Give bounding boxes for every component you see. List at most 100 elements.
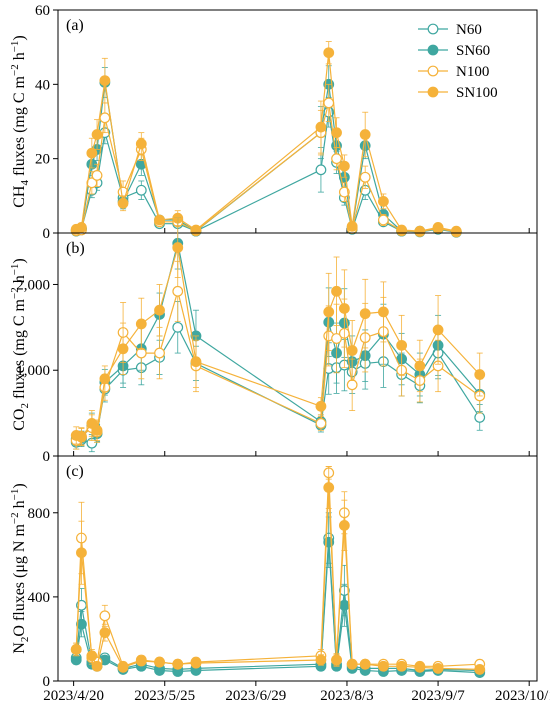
data-point-N60 xyxy=(474,412,486,423)
y-axis-label: N2O fluxes (μg N m−2 h−1) xyxy=(9,483,31,653)
data-point-SN100 xyxy=(432,222,444,233)
data-point-N100 xyxy=(359,171,371,183)
x-tick-label: 2023/10/12 xyxy=(495,688,550,704)
data-point-SN100 xyxy=(99,373,111,385)
data-point-SN100 xyxy=(359,658,371,670)
y-tick-label: 40 xyxy=(35,77,50,93)
data-point-SN100 xyxy=(315,654,327,666)
data-point-N60 xyxy=(135,184,147,196)
x-tick-label: 2023/4/20 xyxy=(43,688,104,704)
data-point-SN100 xyxy=(359,308,371,320)
legend-label: N60 xyxy=(456,22,482,38)
legend-label: SN100 xyxy=(456,85,498,101)
data-point-SN100 xyxy=(190,356,202,368)
data-point-SN100 xyxy=(323,47,335,59)
legend-label: N100 xyxy=(456,64,489,80)
data-point-SN100 xyxy=(346,220,358,232)
panel-label: (c) xyxy=(66,463,84,480)
data-point-SN100 xyxy=(190,224,202,236)
legend-marker xyxy=(427,86,439,98)
data-point-SN100 xyxy=(474,664,486,675)
data-point-N100 xyxy=(154,347,165,359)
data-point-SN100 xyxy=(359,129,371,140)
y-tick-label: 0 xyxy=(43,674,51,690)
data-point-SN60 xyxy=(70,654,82,666)
data-point-SN100 xyxy=(474,369,486,380)
series-N100 xyxy=(70,466,486,672)
data-point-SN100 xyxy=(432,324,444,336)
data-point-SN100 xyxy=(135,138,147,150)
data-point-SN100 xyxy=(117,197,129,209)
series-N100 xyxy=(70,83,462,238)
y-tick-label: 800 xyxy=(28,506,51,522)
y-tick-label: 60 xyxy=(35,3,50,19)
data-point-SN100 xyxy=(331,654,342,666)
x-tick-label: 2023/6/29 xyxy=(225,688,286,704)
x-tick-label: 2023/9/7 xyxy=(411,688,465,704)
data-point-SN100 xyxy=(91,129,103,140)
data-point-SN100 xyxy=(91,424,103,436)
series-line-SN100 xyxy=(75,52,457,232)
data-point-N100 xyxy=(338,186,350,198)
data-point-SN100 xyxy=(450,225,462,237)
data-point-N100 xyxy=(91,169,103,181)
data-point-SN100 xyxy=(414,360,426,372)
series-N60 xyxy=(70,96,462,238)
shared-x-axis: 2023/4/20 2023/5/25 2023/6/29 2023/8/3 2023/… xyxy=(43,688,550,704)
data-point-N100 xyxy=(331,153,342,165)
data-point-SN100 xyxy=(190,657,202,669)
series-SN60 xyxy=(70,217,486,447)
data-point-SN100 xyxy=(135,318,147,330)
series-SN100 xyxy=(70,217,486,447)
series-line-SN100 xyxy=(75,487,480,670)
data-point-SN100 xyxy=(172,242,184,253)
y-tick-label: 1,000 xyxy=(16,363,50,379)
data-point-SN100 xyxy=(315,121,327,133)
data-point-SN100 xyxy=(99,75,111,87)
y-tick-label: 20 xyxy=(35,152,50,168)
series-line-N100 xyxy=(76,102,457,233)
data-point-SN60 xyxy=(338,599,350,611)
data-point-SN100 xyxy=(86,650,98,662)
plot-frame xyxy=(57,232,538,457)
data-point-SN100 xyxy=(154,214,165,226)
data-point-SN100 xyxy=(338,160,350,172)
data-point-N100 xyxy=(99,610,111,622)
data-point-SN100 xyxy=(432,662,444,674)
series-SN60 xyxy=(70,65,462,238)
data-point-SN100 xyxy=(315,400,327,412)
legend-marker xyxy=(427,65,439,77)
series-line-SN100 xyxy=(76,247,481,438)
series-line-SN60 xyxy=(76,243,481,440)
data-point-N100 xyxy=(172,285,184,297)
data-point-SN100 xyxy=(414,225,426,237)
y-axis-label: CH4 fluxes (mg C m−2 h−1) xyxy=(9,35,31,208)
y-axis-label: CO2 fluxes (mg C m−2 h−1) xyxy=(9,258,31,431)
data-point-N100 xyxy=(99,112,111,124)
data-point-SN100 xyxy=(76,222,87,233)
panel-label: (a) xyxy=(66,17,84,34)
data-point-N100 xyxy=(378,214,389,226)
data-point-N100 xyxy=(331,333,342,344)
data-point-SN100 xyxy=(396,660,408,672)
data-point-SN100 xyxy=(76,431,87,443)
data-point-SN100 xyxy=(414,661,426,673)
legend-label: SN60 xyxy=(456,43,490,59)
series-N60 xyxy=(70,512,486,676)
series-SN60 xyxy=(70,516,486,678)
data-point-SN100 xyxy=(346,658,358,670)
data-point-N100 xyxy=(323,97,335,109)
series-SN100 xyxy=(70,41,462,237)
data-point-SN100 xyxy=(346,345,358,356)
data-point-SN100 xyxy=(331,127,342,139)
data-point-SN100 xyxy=(396,339,408,351)
series-line-N100 xyxy=(75,472,480,668)
series-line-N60 xyxy=(75,537,480,672)
data-point-SN100 xyxy=(323,306,335,318)
data-point-SN100 xyxy=(86,147,98,159)
y-tick-label: 400 xyxy=(28,590,51,606)
data-point-SN100 xyxy=(154,656,165,668)
